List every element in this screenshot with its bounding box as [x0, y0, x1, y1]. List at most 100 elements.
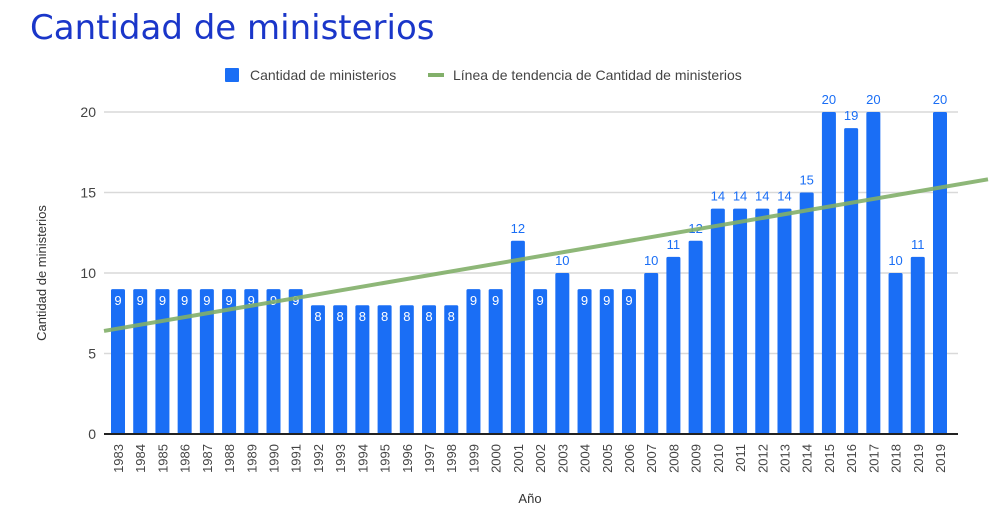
data-label: 9 [603, 293, 610, 308]
bar [910, 256, 925, 434]
legend-label-bars: Cantidad de ministerios [250, 67, 396, 83]
data-label: 14 [777, 189, 791, 204]
x-tick-label: 1988 [222, 444, 237, 473]
data-label: 9 [492, 293, 499, 308]
data-label: 9 [248, 293, 255, 308]
x-tick-label: 2019 [911, 444, 926, 473]
data-label: 14 [711, 189, 725, 204]
x-tick-label: 2011 [733, 444, 748, 472]
bar [821, 112, 836, 434]
y-tick-label: 20 [80, 104, 96, 120]
data-label: 10 [555, 253, 569, 268]
bar [555, 273, 570, 434]
data-label: 19 [844, 108, 858, 123]
bar [355, 305, 370, 434]
bar [377, 305, 392, 434]
bar [444, 305, 459, 434]
bar [733, 208, 748, 434]
bar [177, 289, 192, 434]
x-tick-label: 1983 [111, 444, 126, 473]
data-label: 11 [667, 237, 681, 252]
data-label: 12 [511, 221, 525, 236]
bar [288, 289, 303, 434]
y-axis-title: Cantidad de ministerios [34, 205, 49, 341]
bar [111, 289, 125, 434]
data-label: 10 [888, 253, 902, 268]
data-label: 9 [159, 293, 166, 308]
bar [599, 289, 614, 434]
x-tick-label: 1985 [155, 444, 170, 473]
x-tick-label: 1990 [267, 444, 282, 473]
x-axis-title: Año [518, 491, 541, 506]
x-tick-label: 1987 [200, 444, 215, 473]
legend-label-trendline: Línea de tendencia de Cantidad de minist… [453, 67, 742, 83]
bar [466, 289, 481, 434]
bar [799, 192, 814, 434]
x-tick-label: 1996 [400, 444, 415, 473]
y-tick-label: 5 [88, 346, 96, 362]
x-tick-label: 1992 [311, 444, 326, 473]
data-label: 8 [314, 309, 321, 324]
data-label: 9 [114, 293, 121, 308]
bar [621, 289, 636, 434]
x-tick-label: 1997 [422, 444, 437, 473]
data-label: 8 [403, 309, 410, 324]
data-label: 9 [581, 293, 588, 308]
data-label: 9 [470, 293, 477, 308]
bar [844, 128, 859, 434]
x-tick-label: 2001 [511, 444, 526, 473]
x-tick-label: 2019 [933, 444, 948, 473]
x-tick-label: 2013 [777, 444, 792, 473]
legend-swatch-bars [225, 68, 239, 82]
x-tick-label: 2009 [689, 444, 704, 473]
data-label: 20 [822, 92, 836, 107]
chart-title: Cantidad de ministerios [30, 8, 435, 48]
bar [310, 305, 325, 434]
x-tick-label: 1999 [466, 444, 481, 473]
x-tick-label: 1989 [244, 444, 259, 473]
y-tick-label: 15 [80, 185, 96, 201]
bar [866, 112, 881, 434]
x-tick-label: 2014 [800, 444, 815, 473]
x-tick-label: 2018 [889, 444, 904, 473]
bar [222, 289, 237, 434]
x-tick-label: 2000 [489, 444, 504, 473]
bar [333, 305, 348, 434]
x-tick-label: 2002 [533, 444, 548, 473]
bar [644, 273, 659, 434]
bar [533, 289, 548, 434]
data-label: 9 [225, 293, 232, 308]
bar [688, 240, 703, 434]
trendline [103, 177, 989, 333]
data-label: 8 [425, 309, 432, 324]
bar [510, 240, 525, 434]
x-tick-label: 2008 [666, 444, 681, 473]
data-label: 8 [448, 309, 455, 324]
data-label: 8 [359, 309, 366, 324]
bar [133, 289, 148, 434]
bar [710, 208, 725, 434]
data-label: 9 [536, 293, 543, 308]
bar [422, 305, 437, 434]
x-tick-label: 1993 [333, 444, 348, 473]
data-label: 9 [181, 293, 188, 308]
bar [399, 305, 414, 434]
x-tick-label: 2017 [866, 444, 881, 473]
data-label: 11 [911, 237, 925, 252]
bar [888, 273, 903, 434]
data-label: 20 [933, 92, 947, 107]
bar [933, 112, 947, 434]
x-tick-label: 2007 [644, 444, 659, 473]
x-tick-label: 1994 [355, 444, 370, 473]
x-tick-label: 1986 [178, 444, 193, 473]
x-tick-label: 1998 [444, 444, 459, 473]
bar [266, 289, 281, 434]
bar [755, 208, 770, 434]
data-label: 9 [203, 293, 210, 308]
x-tick-label: 2006 [622, 444, 637, 473]
bar [244, 289, 259, 434]
y-tick-label: 10 [80, 265, 96, 281]
x-tick-label: 2003 [555, 444, 570, 473]
data-label: 8 [337, 309, 344, 324]
